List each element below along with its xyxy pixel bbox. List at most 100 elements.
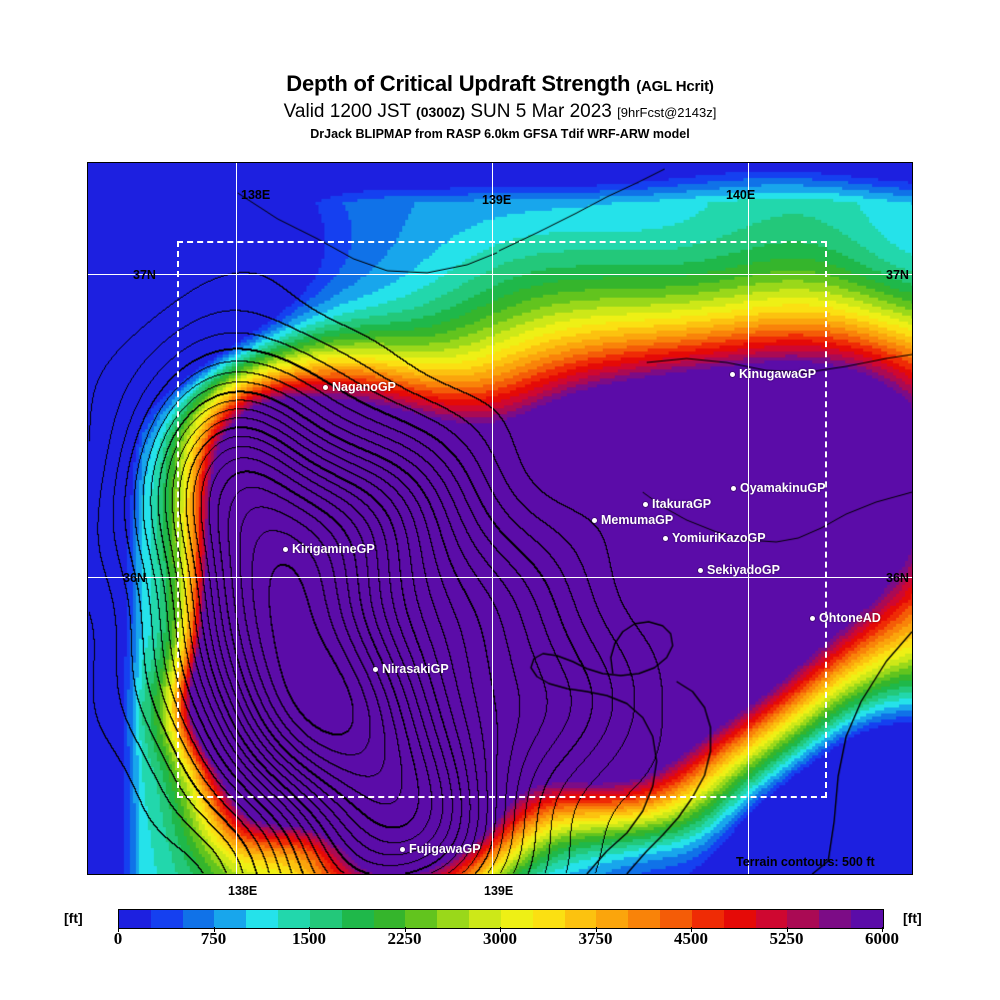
station-dot-icon bbox=[400, 846, 405, 852]
colorbar-unit-left: [ft] bbox=[64, 910, 83, 926]
map-frame[interactable]: 138E 139E 140E 37N 37N 36N 36N NaganoGP K… bbox=[87, 162, 913, 875]
colorbar-swatch-10 bbox=[437, 910, 470, 928]
valid-time-line: Valid 1200 JST (0300Z) SUN 5 Mar 2023 [9… bbox=[0, 100, 1000, 125]
station-marker-sekiyadogp[interactable]: SekiyadoGP bbox=[698, 563, 780, 577]
colorbar-tick-4500: 4500 bbox=[674, 929, 708, 948]
station-label: SekiyadoGP bbox=[707, 563, 780, 577]
station-marker-fujigawagp[interactable]: FujigawaGP bbox=[400, 842, 481, 856]
station-marker-ohtonead[interactable]: OhtoneAD bbox=[810, 611, 881, 625]
station-label: FujigawaGP bbox=[409, 842, 481, 856]
colorbar-swatch-3 bbox=[214, 910, 247, 928]
station-marker-naganogp[interactable]: NaganoGP bbox=[323, 380, 396, 394]
colorbar-tickmark-750 bbox=[213, 927, 215, 932]
colorbar-tick-6000: 6000 bbox=[865, 929, 899, 948]
colorbar-swatch-18 bbox=[691, 910, 724, 928]
station-marker-nirasakigp[interactable]: NirasakiGP bbox=[373, 662, 449, 676]
station-marker-yomiurikazogp[interactable]: YomiuriKazoGP bbox=[663, 531, 766, 545]
colorbar-tickmark-2250 bbox=[404, 927, 406, 932]
colorbar-tick-2250: 2250 bbox=[387, 929, 422, 948]
map-label-lon-139e-top: 139E bbox=[482, 193, 512, 207]
colorbar-tick-5250: 5250 bbox=[769, 929, 804, 948]
colorbar-swatch-0 bbox=[119, 910, 151, 928]
colorbar-swatch-17 bbox=[660, 910, 692, 928]
colorbar-swatch-12 bbox=[500, 910, 533, 928]
map-raster bbox=[88, 163, 912, 874]
colorbar-tickmark-3750 bbox=[595, 927, 597, 932]
station-dot-icon bbox=[731, 485, 736, 491]
colorbar-tickmark-5250 bbox=[786, 927, 788, 932]
station-label: ItakuraGP bbox=[652, 497, 712, 511]
colorbar-tick-3000: 3000 bbox=[483, 929, 517, 948]
colorbar-swatch-2 bbox=[182, 910, 215, 928]
colorbar[interactable]: [ft] [ft] 0 750 1500 2250 3000 3750 4500 5250 60… bbox=[0, 905, 1000, 953]
station-dot-icon bbox=[643, 501, 648, 507]
colorbar-tickmark-3000 bbox=[500, 927, 501, 932]
colorbar-swatch-14 bbox=[564, 910, 597, 928]
colorbar-swatch-9 bbox=[405, 910, 438, 928]
map-label-lon-140e-top: 140E bbox=[726, 188, 756, 202]
valid-prefix: Valid 1200 JST bbox=[283, 101, 411, 122]
colorbar-swatch-5 bbox=[278, 910, 310, 928]
valid-utc: (0300Z) bbox=[416, 104, 466, 120]
valid-date: SUN 5 Mar 2023 bbox=[470, 101, 612, 122]
axis-label-lon-139e-bottom: 139E bbox=[484, 884, 514, 898]
colorbar-tick-3750: 3750 bbox=[578, 929, 613, 948]
station-dot-icon bbox=[810, 615, 815, 621]
colorbar-unit-right: [ft] bbox=[903, 910, 922, 926]
colorbar-swatch-23 bbox=[851, 910, 883, 928]
colorbar-swatches[interactable] bbox=[118, 909, 884, 929]
colorbar-tick-0: 0 bbox=[113, 929, 123, 948]
station-dot-icon bbox=[373, 666, 378, 672]
colorbar-swatch-19 bbox=[723, 910, 756, 928]
colorbar-swatch-20 bbox=[755, 910, 788, 928]
colorbar-swatch-15 bbox=[596, 910, 629, 928]
colorbar-swatch-16 bbox=[628, 910, 661, 928]
station-marker-memumagp[interactable]: MemumaGP bbox=[592, 513, 673, 527]
station-dot-icon bbox=[663, 535, 668, 541]
colorbar-tickmark-1500 bbox=[309, 927, 310, 932]
colorbar-tickmark-4500 bbox=[691, 927, 692, 932]
colorbar-tick-1500: 1500 bbox=[292, 929, 326, 948]
colorbar-swatch-22 bbox=[819, 910, 852, 928]
station-marker-oyamakinugp[interactable]: OyamakinuGP bbox=[731, 481, 825, 495]
station-dot-icon bbox=[283, 546, 288, 552]
station-label: NirasakiGP bbox=[382, 662, 449, 676]
forecast-stamp: [9hrFcst@2143z] bbox=[617, 105, 717, 120]
map-label-lat-37n-left: 37N bbox=[133, 268, 156, 282]
station-label: OyamakinuGP bbox=[740, 481, 826, 495]
graticule-lon-138e bbox=[236, 163, 237, 874]
colorbar-swatch-1 bbox=[150, 910, 183, 928]
station-label: YomiuriKazoGP bbox=[672, 531, 766, 545]
colorbar-swatch-7 bbox=[341, 910, 374, 928]
map-label-lat-37n-right: 37N bbox=[886, 268, 909, 282]
station-dot-icon bbox=[730, 371, 735, 377]
station-dot-icon bbox=[323, 384, 328, 390]
colorbar-tick-750: 750 bbox=[200, 929, 227, 948]
graticule-lat-37n bbox=[88, 274, 912, 275]
map-label-lon-138e-top: 138E bbox=[241, 188, 271, 202]
terrain-contour-note: Terrain contours: 500 ft bbox=[736, 855, 875, 869]
axis-label-lon-138e-bottom: 138E bbox=[228, 884, 258, 898]
model-subtitle: DrJack BLIPMAP from RASP 6.0km GFSA Tdif… bbox=[310, 127, 690, 141]
station-marker-kirigaminegp[interactable]: KirigamineGP bbox=[283, 542, 375, 556]
colorbar-tickmark-6000 bbox=[882, 927, 883, 932]
colorbar-swatch-4 bbox=[246, 910, 279, 928]
colorbar-swatch-11 bbox=[469, 910, 501, 928]
forecast-domain-box bbox=[177, 241, 827, 798]
colorbar-swatch-13 bbox=[532, 910, 565, 928]
map-label-lat-36n-right: 36N bbox=[886, 571, 909, 585]
station-label: NaganoGP bbox=[332, 380, 396, 394]
title-main-text: Depth of Critical Updraft Strength bbox=[286, 71, 631, 96]
station-label: OhtoneAD bbox=[819, 611, 881, 625]
colorbar-swatch-21 bbox=[787, 910, 820, 928]
colorbar-tick-labels: 0 750 1500 2250 3000 3750 4500 5250 6000 bbox=[114, 927, 899, 951]
station-marker-itakuragp[interactable]: ItakuraGP bbox=[643, 497, 711, 511]
station-label: KinugawaGP bbox=[739, 367, 817, 381]
station-label: MemumaGP bbox=[601, 513, 674, 527]
station-dot-icon bbox=[592, 517, 597, 523]
colorbar-swatch-8 bbox=[373, 910, 406, 928]
graticule-lat-36n bbox=[88, 577, 912, 578]
title-main-suffix: (AGL Hcrit) bbox=[636, 78, 714, 95]
station-label: KirigamineGP bbox=[292, 542, 375, 556]
station-marker-kinugawagp[interactable]: KinugawaGP bbox=[730, 367, 816, 381]
